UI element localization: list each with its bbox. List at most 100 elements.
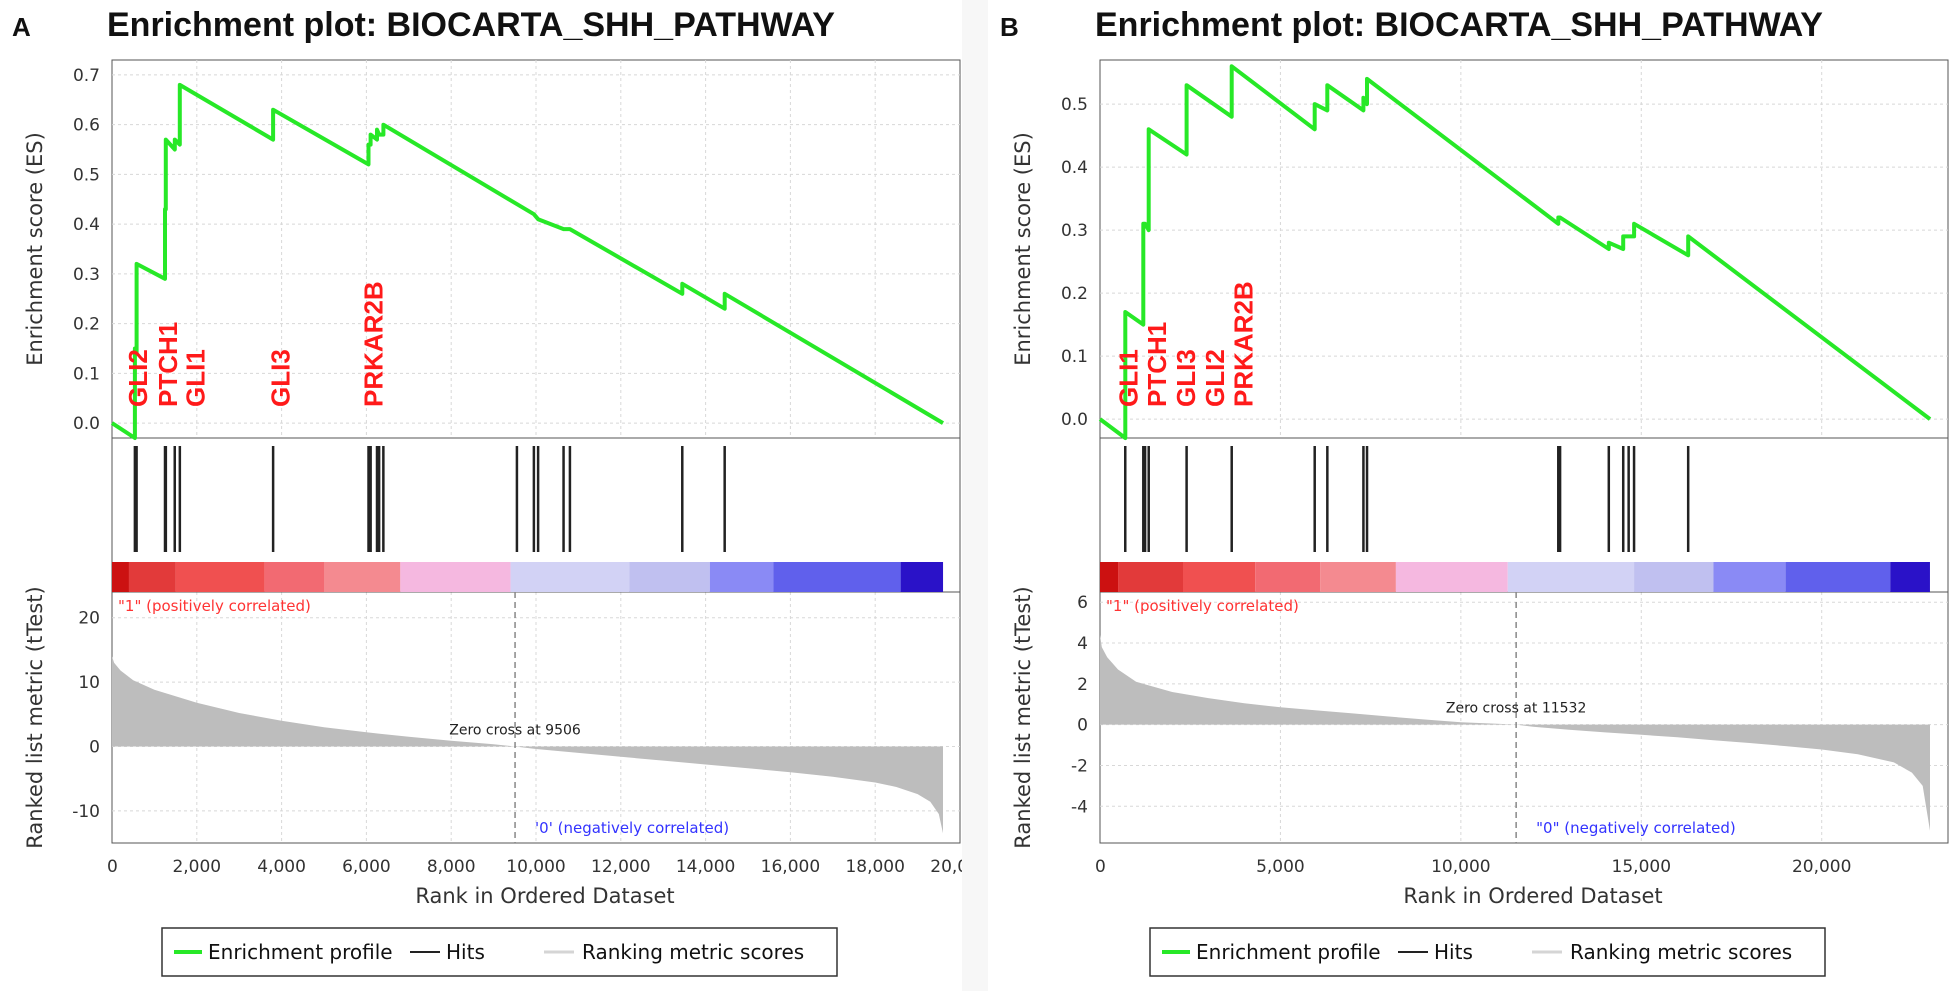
ranking-metric-area xyxy=(1100,634,1930,831)
es-tick-label: 0.2 xyxy=(73,315,100,335)
x-axis-title: Rank in Ordered Dataset xyxy=(415,884,674,908)
panel-letter: B xyxy=(1000,12,1019,42)
metric-tick-label: -2 xyxy=(1071,756,1088,776)
es-tick-label: 0.1 xyxy=(73,364,100,384)
heatmap-segment xyxy=(1118,562,1183,592)
heatmap-segment xyxy=(128,562,176,592)
zero-cross-label: Zero cross at 9506 xyxy=(449,722,581,738)
zero-cross-label: Zero cross at 11532 xyxy=(1446,701,1586,717)
es-tick-label: 0.4 xyxy=(73,215,100,235)
x-tick-label: 0 xyxy=(1095,857,1106,877)
x-tick-label: 8,000 xyxy=(427,857,476,877)
legend-hits-label: Hits xyxy=(446,940,485,964)
enrichment-chart-a: A Enrichment plot: BIOCARTA_SHH_PATHWAY 0.… xyxy=(12,6,962,977)
x-tick-label: 4,000 xyxy=(257,857,306,877)
es-tick-label: 0.0 xyxy=(1061,410,1088,430)
es-tick-label: 0.3 xyxy=(1061,221,1088,241)
x-tick-label: 20,000 xyxy=(1792,857,1851,877)
metric-tick-label: -4 xyxy=(1071,797,1088,817)
neg-correlated-label: '0' (negatively correlated) xyxy=(535,819,729,837)
legend-box xyxy=(1149,927,1826,977)
gene-label: GLI1 xyxy=(181,349,211,407)
legend-box xyxy=(161,927,838,977)
heatmap-segment xyxy=(1634,562,1714,592)
es-tick-label: 0.0 xyxy=(73,414,100,434)
x-tick-label: 12,000 xyxy=(591,857,650,877)
x-tick-label: 10,000 xyxy=(1431,857,1490,877)
metric-tick-label: 0 xyxy=(89,737,100,757)
panel-separator xyxy=(962,0,988,991)
plot-title: Enrichment plot: BIOCARTA_SHH_PATHWAY xyxy=(107,6,835,44)
metric-axis-title: Ranked list metric (tTest) xyxy=(1011,586,1035,848)
es-tick-label: 0.4 xyxy=(1061,158,1088,178)
es-tick-label: 0.6 xyxy=(73,116,100,136)
es-axis-title: Enrichment score (ES) xyxy=(1011,132,1035,366)
metric-tick-label: 6 xyxy=(1077,593,1088,613)
x-tick-label: 6,000 xyxy=(342,857,391,877)
heatmap-segment xyxy=(1255,562,1321,592)
heatmap-segment xyxy=(510,562,630,592)
metric-tick-label: 0 xyxy=(1077,716,1088,736)
gene-label: PRKAR2B xyxy=(359,281,389,407)
heatmap-segment xyxy=(1182,562,1256,592)
heatmap-segment xyxy=(400,562,511,592)
gene-label: GLI2 xyxy=(1200,349,1230,407)
metric-tick-label: 2 xyxy=(1077,675,1088,695)
metric-tick-label: 4 xyxy=(1077,634,1088,654)
legend-es-label: Enrichment profile xyxy=(1196,940,1381,964)
heatmap-segment xyxy=(1713,562,1786,592)
metric-tick-label: -10 xyxy=(72,802,100,822)
heatmap-segment xyxy=(900,562,944,592)
enrichment-chart-b: B Enrichment plot: BIOCARTA_SHH_PATHWAY 0.… xyxy=(1000,6,1949,977)
ranking-metric-area xyxy=(112,656,943,834)
panel-letter: A xyxy=(12,12,31,42)
x-tick-label: 2,000 xyxy=(172,857,221,877)
heatmap-segment xyxy=(1100,562,1119,592)
legend-hits-label: Hits xyxy=(1434,940,1473,964)
enrichment-panel-b: B Enrichment plot: BIOCARTA_SHH_PATHWAY 0.… xyxy=(988,0,1950,991)
x-tick-label: 18,000 xyxy=(845,857,904,877)
es-tick-label: 0.3 xyxy=(73,265,100,285)
heatmap-segment xyxy=(1507,562,1635,592)
heatmap-segment xyxy=(175,562,265,592)
enrichment-profile-line xyxy=(110,82,945,440)
gene-label: PRKAR2B xyxy=(1229,281,1259,407)
metric-tick-label: 10 xyxy=(78,673,100,693)
heatmap-segment xyxy=(1320,562,1396,592)
x-tick-label: 15,000 xyxy=(1612,857,1671,877)
pos-correlated-label: "1" (positively correlated) xyxy=(1106,597,1299,615)
heatmap-segment xyxy=(1785,562,1891,592)
x-tick-label: 0 xyxy=(107,857,118,877)
legend-metric-label: Ranking metric scores xyxy=(582,940,804,964)
neg-correlated-label: "0" (negatively correlated) xyxy=(1536,819,1736,837)
legend-es-label: Enrichment profile xyxy=(208,940,393,964)
plot-title: Enrichment plot: BIOCARTA_SHH_PATHWAY xyxy=(1095,6,1823,44)
es-tick-label: 0.1 xyxy=(1061,347,1088,367)
heatmap-segment xyxy=(629,562,710,592)
heatmap-segment xyxy=(709,562,774,592)
es-tick-label: 0.5 xyxy=(1061,95,1088,115)
heatmap-segment xyxy=(112,562,129,592)
gene-label: GLI2 xyxy=(123,349,153,407)
es-tick-label: 0.7 xyxy=(73,66,100,86)
x-tick-label: 5,000 xyxy=(1256,857,1305,877)
metric-tick-label: 20 xyxy=(78,609,100,629)
x-tick-label: 14,000 xyxy=(676,857,735,877)
gene-label: GLI3 xyxy=(1171,349,1201,407)
heatmap-segment xyxy=(324,562,401,592)
x-tick-label: 10,000 xyxy=(506,857,565,877)
heatmap-segment xyxy=(264,562,324,592)
enrichment-profile-line xyxy=(1098,64,1932,440)
gene-label: GLI3 xyxy=(265,349,295,407)
heatmap-segment xyxy=(773,562,901,592)
x-tick-label: 20,000 xyxy=(930,857,962,877)
es-axis-title: Enrichment score (ES) xyxy=(23,132,47,366)
heatmap-segment xyxy=(1395,562,1508,592)
x-tick-label: 16,000 xyxy=(761,857,820,877)
gene-label: GLI1 xyxy=(1113,349,1143,407)
gene-label: PTCH1 xyxy=(153,322,183,407)
gene-label: PTCH1 xyxy=(1142,322,1172,407)
metric-axis-title: Ranked list metric (tTest) xyxy=(23,586,47,848)
heatmap-segment xyxy=(1890,562,1930,592)
es-tick-label: 0.5 xyxy=(73,165,100,185)
